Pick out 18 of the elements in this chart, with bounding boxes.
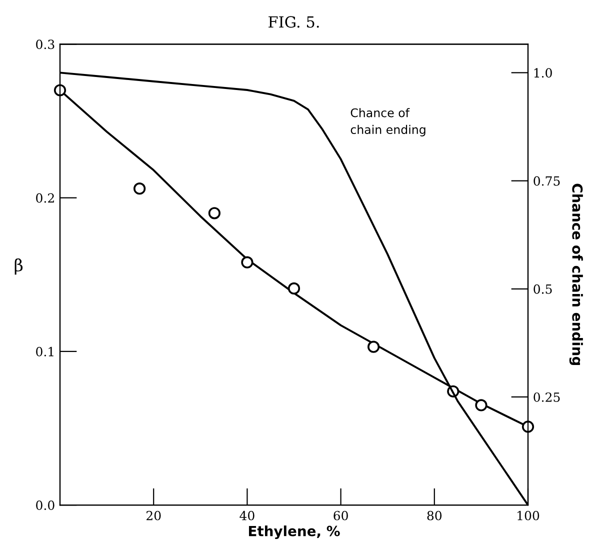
x-tick-label: 60 [334, 510, 348, 520]
annotation: Chance of chain ending [350, 108, 426, 136]
x-axis-title: Ethylene, % [248, 526, 340, 540]
y-tick-label: 0.1 [36, 346, 54, 356]
y2-axis-title: Chance of chain ending [569, 184, 583, 365]
y-axis-title: β [14, 258, 23, 275]
y2-tick-label: 0.75 [534, 176, 560, 186]
y2-tick-label: 0.5 [534, 284, 552, 294]
x-tick-label: 20 [146, 510, 161, 520]
y-tick-label: 0.0 [36, 500, 54, 510]
chart-title: FIG. 5. [268, 16, 319, 28]
x-tick-label: 40 [240, 510, 254, 520]
y-tick-label: 0.3 [36, 40, 54, 50]
y2-tick-label: 1.0 [534, 68, 552, 78]
x-tick-label: 100 [518, 510, 540, 520]
x-tick-label: 80 [427, 510, 442, 520]
y-tick-label: 0.2 [36, 193, 54, 203]
y2-tick-label: 0.25 [534, 392, 560, 402]
